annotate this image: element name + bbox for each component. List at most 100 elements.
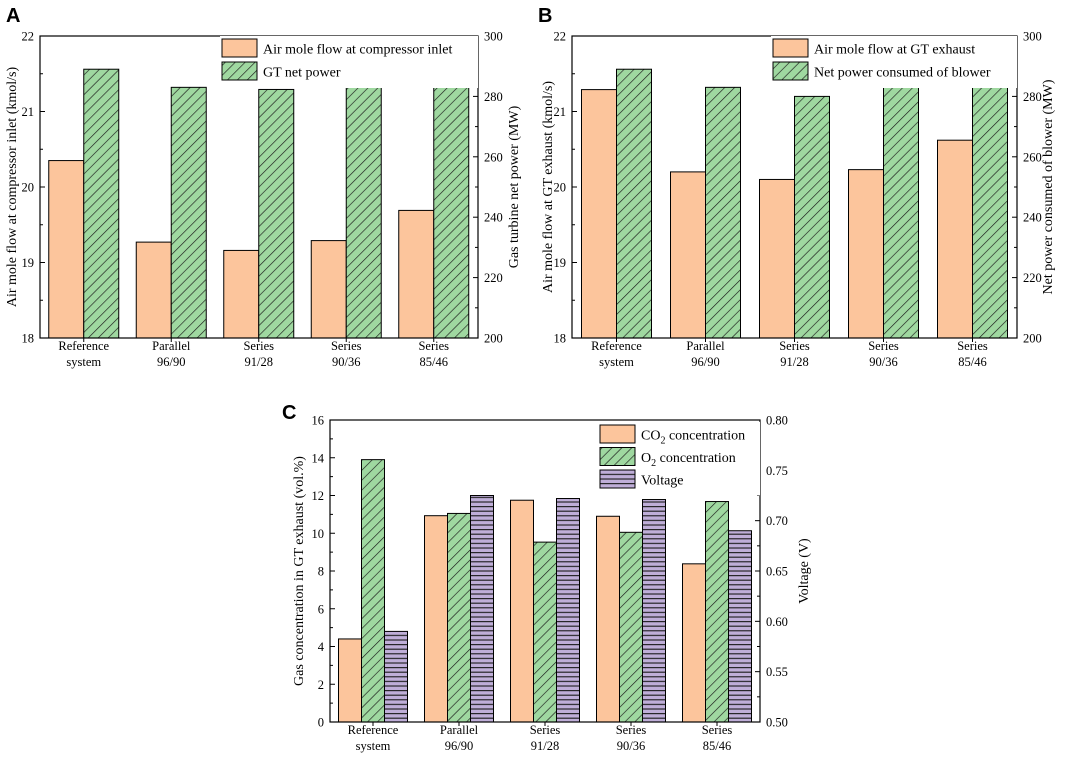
y-left-tick-label: 20	[554, 181, 567, 195]
legend-label: Net power consumed of blower	[814, 66, 991, 81]
category-label-line: 90/36	[869, 355, 897, 369]
category-label: Parallel 96/90	[440, 723, 479, 753]
legend-label-main: GT net power	[263, 66, 341, 81]
y-left-tick-label: 0	[318, 716, 324, 730]
legend-label-main: CO	[641, 429, 660, 444]
category-label-line: Parallel	[440, 723, 479, 737]
legend-label-suffix: concentration	[656, 451, 736, 466]
y-left-tick-label: 6	[318, 602, 324, 616]
category-label-line: Series	[779, 339, 810, 353]
bar	[135, 241, 172, 339]
y-left-tick-label: 2	[318, 678, 324, 692]
legend-label-main: Net power consumed of blower	[814, 66, 991, 81]
legend-label-main: Air mole flow at compressor inlet	[263, 43, 452, 58]
y-right-tick-label: 260	[1023, 150, 1042, 164]
y-right-tick-label: 220	[1023, 271, 1042, 285]
legend-swatch-outline	[221, 38, 258, 58]
legend-swatch-outline	[221, 61, 258, 81]
y-right-tick-label: 0.55	[766, 665, 788, 679]
bar	[581, 89, 617, 339]
bar-hatch	[705, 87, 741, 338]
y-left-tick-label: 16	[312, 414, 325, 428]
category-label-line: Reference	[348, 723, 399, 737]
bar-hatch	[171, 87, 207, 338]
bar	[642, 499, 666, 723]
bar	[972, 79, 1008, 339]
category-label-line: 85/46	[958, 355, 986, 369]
panel-letter: C	[282, 402, 296, 424]
y-right-axis-title: Gas turbine net power (MW)	[507, 105, 522, 268]
bar	[223, 249, 260, 339]
y-left-tick-label: 4	[318, 640, 325, 654]
bar-hatch	[83, 69, 119, 338]
category-label-line: 91/28	[780, 355, 808, 369]
bar	[616, 68, 652, 339]
y-right-tick-label: 0.60	[766, 615, 788, 629]
category-label-line: Reference	[591, 339, 642, 353]
category-label-line: system	[599, 355, 634, 369]
bar-fill	[510, 500, 534, 722]
y-left-tick-label: 22	[22, 30, 35, 44]
category-label-line: 91/28	[245, 355, 273, 369]
legend-swatch-hatch	[600, 470, 635, 488]
bar	[619, 531, 643, 723]
legend-label: CO2 concentration	[641, 429, 745, 447]
y-right-tick-label: 0.70	[766, 514, 788, 528]
category-label: Series 85/46	[957, 339, 988, 369]
bar-hatch	[533, 542, 557, 722]
y-right-axis-title: Net power consumed of blower (MW)	[1041, 79, 1056, 294]
bar	[728, 530, 752, 723]
category-label-line: 96/90	[445, 739, 473, 753]
bar	[705, 86, 741, 339]
bar	[510, 499, 534, 723]
category-label-line: 85/46	[420, 355, 448, 369]
y-left-tick-label: 20	[22, 181, 35, 195]
bar-fill	[136, 242, 172, 338]
legend-swatch-hatch	[773, 62, 808, 80]
y-left-tick-label: 22	[554, 30, 567, 44]
y-left-axis-title: Air mole flow at compressor inlet (kmol/…	[5, 67, 20, 308]
y-right-tick-label: 240	[1023, 211, 1042, 225]
legend-swatch-outline	[772, 61, 809, 81]
bar-hatch	[346, 87, 382, 338]
bar	[759, 178, 795, 339]
bar	[682, 563, 706, 723]
legend-label-suffix: concentration	[665, 429, 745, 444]
category-label: Series 85/46	[702, 723, 733, 753]
panel-c-chart: C Reference system Parallel 96/90 Series 91/28…	[282, 402, 812, 753]
bar-fill	[398, 210, 434, 338]
legend-label: O2 concentration	[641, 451, 736, 469]
bar-fill	[596, 516, 620, 722]
category-label: Series 90/36	[616, 723, 647, 753]
bar-fill	[48, 160, 84, 338]
category-label-line: system	[66, 355, 101, 369]
legend-swatch-outline	[599, 469, 636, 489]
bar-fill	[338, 638, 362, 722]
y-left-tick-label: 12	[312, 489, 325, 503]
bar	[596, 515, 620, 723]
y-left-tick-label: 10	[312, 527, 325, 541]
category-label: Reference system	[58, 339, 109, 369]
legend-background	[220, 36, 478, 88]
bar	[470, 495, 494, 723]
bar	[533, 541, 557, 723]
category-label-line: Reference	[58, 339, 109, 353]
legend: Air mole flow at GT exhaust Net power con…	[771, 36, 1017, 88]
legend-swatch-fill	[773, 39, 808, 57]
bar-hatch	[794, 96, 830, 339]
bar	[310, 240, 347, 339]
panel-letter: A	[6, 5, 20, 27]
y-right-tick-label: 260	[484, 150, 503, 164]
y-left-axis-title: Air mole flow at GT exhaust (kmol/s)	[541, 81, 556, 293]
bar-hatch	[883, 87, 919, 338]
bar-hatch	[447, 513, 471, 722]
legend-label: GT net power	[263, 66, 341, 81]
panel-a-chart: A Reference system Parallel 96/90 Series 91/28…	[5, 5, 522, 369]
category-label-line: 96/90	[691, 355, 719, 369]
bar	[794, 95, 830, 339]
category-label-line: Series	[616, 723, 647, 737]
legend: Air mole flow at compressor inlet GT net …	[220, 36, 478, 88]
category-label-line: Series	[702, 723, 733, 737]
bar	[705, 501, 729, 723]
category-label: Series 91/28	[779, 339, 810, 369]
